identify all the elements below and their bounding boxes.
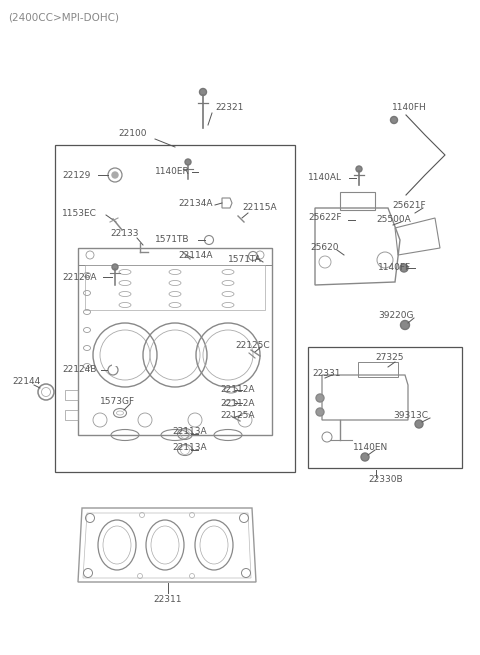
Text: 25622F: 25622F [308, 214, 341, 223]
Text: 22115A: 22115A [242, 202, 276, 212]
Circle shape [356, 166, 362, 172]
Text: 22124B: 22124B [62, 365, 96, 375]
Circle shape [316, 394, 324, 402]
Circle shape [415, 420, 423, 428]
Text: 1140FH: 1140FH [392, 103, 427, 113]
Text: 27325: 27325 [375, 354, 404, 362]
Text: 22331: 22331 [312, 369, 340, 377]
Text: 1140EN: 1140EN [353, 443, 388, 451]
Text: 22112A: 22112A [220, 398, 254, 407]
Text: 22113A: 22113A [172, 428, 206, 436]
Text: 1573GF: 1573GF [100, 398, 135, 407]
Circle shape [112, 172, 118, 178]
Text: (2400CC>MPI-DOHC): (2400CC>MPI-DOHC) [8, 13, 119, 23]
Circle shape [400, 320, 409, 329]
Text: 39313C: 39313C [393, 411, 428, 419]
Text: 22100: 22100 [119, 128, 147, 138]
Circle shape [185, 159, 191, 165]
Text: 1571TB: 1571TB [155, 236, 190, 244]
Text: 22311: 22311 [154, 595, 182, 605]
Text: 22144: 22144 [12, 377, 40, 386]
Bar [55, 145, 295, 472]
Text: 22129: 22129 [62, 170, 90, 179]
Circle shape [361, 453, 369, 461]
Text: 22113A: 22113A [172, 443, 206, 453]
Text: 1140ER: 1140ER [155, 168, 190, 176]
Bar [308, 347, 462, 468]
Text: 39220G: 39220G [378, 310, 413, 320]
Circle shape [391, 117, 397, 124]
Text: 22125C: 22125C [235, 341, 270, 350]
Text: 25621F: 25621F [392, 202, 426, 210]
Text: 22133: 22133 [110, 229, 139, 238]
Text: 1153EC: 1153EC [62, 208, 97, 217]
Circle shape [400, 264, 408, 272]
Text: 22114A: 22114A [178, 250, 213, 259]
Text: 22126A: 22126A [62, 272, 96, 282]
Circle shape [112, 264, 118, 270]
Text: 1571TA: 1571TA [228, 255, 262, 265]
Text: 1140AL: 1140AL [308, 174, 342, 183]
Circle shape [200, 88, 206, 96]
Text: 22330B: 22330B [368, 476, 403, 485]
Text: 22112A: 22112A [220, 386, 254, 394]
Text: 22321: 22321 [215, 102, 243, 111]
Text: 22125A: 22125A [220, 411, 254, 419]
Text: 1140FF: 1140FF [378, 263, 411, 272]
Text: 25620: 25620 [310, 244, 338, 252]
Circle shape [316, 408, 324, 416]
Text: 25500A: 25500A [376, 215, 411, 225]
Text: 22134A: 22134A [178, 198, 213, 208]
